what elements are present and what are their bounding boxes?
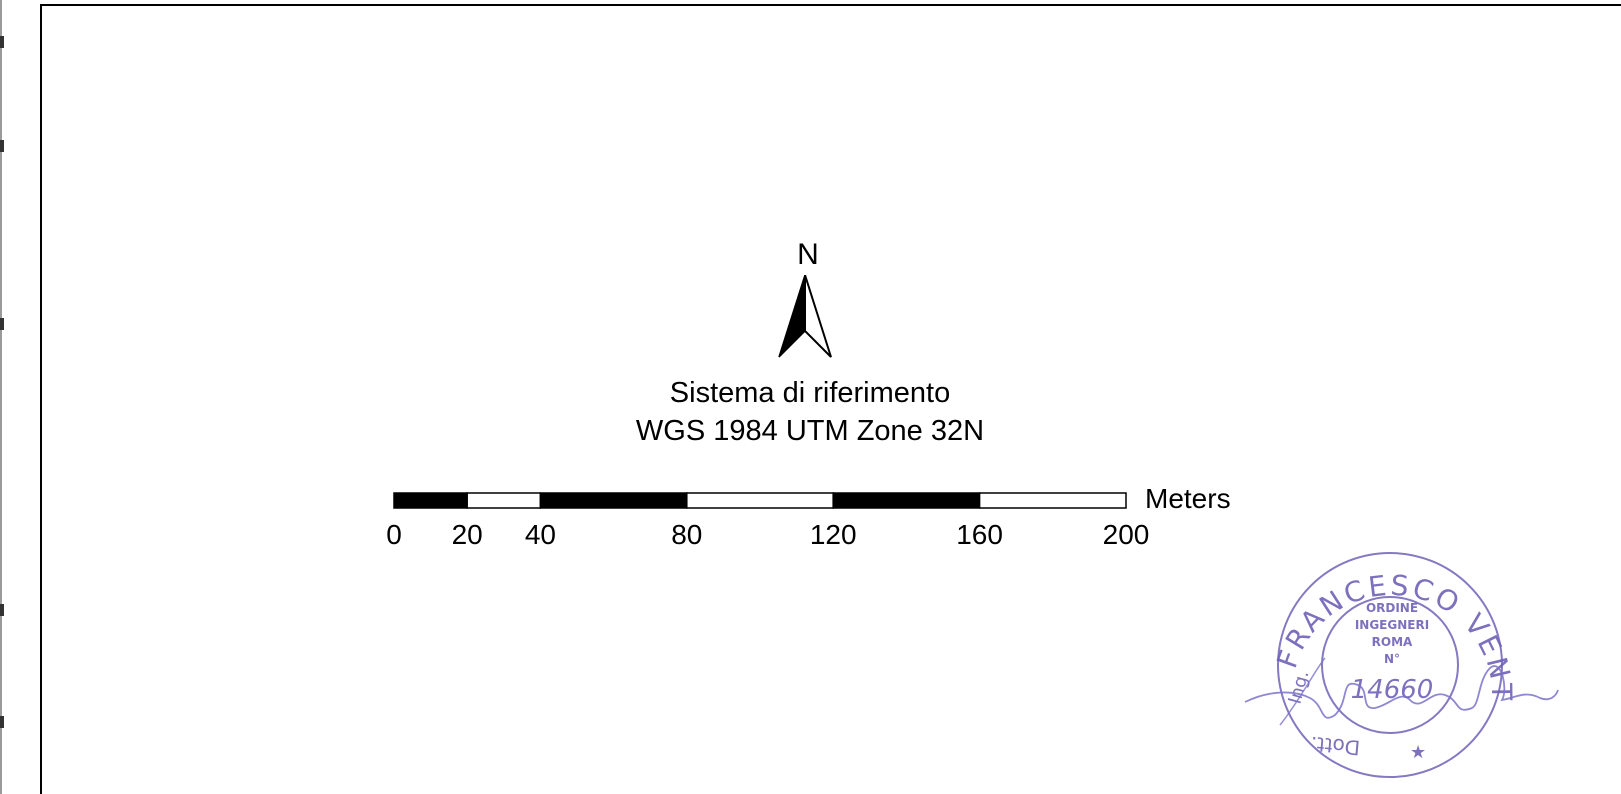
svg-text:Dott.: Dott. [1309, 732, 1361, 760]
scale-bar-tick-label: 0 [386, 519, 402, 550]
map-frame [40, 4, 1621, 794]
edge-tick [0, 140, 4, 152]
engineer-seal-stamp: FRANCESCO VENTURA ORDINE INGEGNERI ROMA … [1240, 540, 1559, 778]
scale-bar-segment [686, 492, 834, 509]
edge-tick [0, 604, 4, 616]
scale-bar-tick-label: 40 [524, 519, 556, 550]
scale-bar-segment [466, 492, 542, 509]
svg-text:Ing.: Ing. [1285, 668, 1314, 706]
scale-bar-tick-label: 20 [451, 519, 483, 550]
scale-bar-segment [832, 492, 981, 509]
scale-bar-segment [393, 492, 468, 509]
svg-text:ROMA: ROMA [1372, 635, 1413, 649]
scale-bar-tick-label: 80 [671, 519, 703, 550]
left-edge-strip [0, 0, 2, 794]
scale-bar-tick-label: 200 [1102, 519, 1150, 550]
scale-bar-segment [978, 492, 1127, 509]
reference-system-projection: WGS 1984 UTM Zone 32N [635, 415, 985, 447]
north-label: N [797, 238, 819, 271]
edge-tick [0, 36, 4, 48]
svg-text:ORDINE: ORDINE [1366, 601, 1418, 615]
svg-text:INGEGNERI: INGEGNERI [1355, 618, 1429, 632]
scale-bar-unit: Meters [1145, 483, 1231, 514]
scale-bar-segment [539, 492, 688, 509]
scale-bar-tick-label: 120 [809, 519, 857, 550]
north-arrow-icon [778, 275, 832, 358]
edge-tick [0, 318, 4, 330]
reference-system-title: Sistema di riferimento [669, 377, 951, 409]
svg-text:N°: N° [1384, 652, 1400, 666]
scale-bar-tick-label: 160 [956, 519, 1003, 550]
svg-text:★: ★ [1410, 742, 1426, 763]
edge-tick [0, 716, 4, 728]
